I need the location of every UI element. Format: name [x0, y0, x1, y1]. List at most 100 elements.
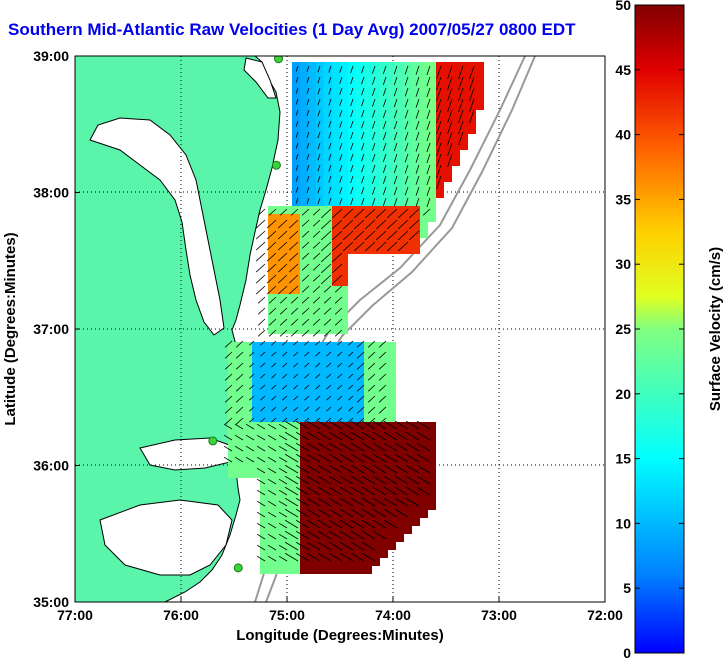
velocity-arrow: [426, 98, 431, 109]
velocity-cell: [228, 358, 236, 366]
velocity-arrow: [317, 142, 321, 150]
velocity-cell: [316, 294, 324, 302]
colorbar-tick-label: 0: [623, 645, 631, 659]
velocity-arrow: [260, 362, 266, 368]
velocity-cell: [332, 478, 340, 486]
velocity-cell: [420, 190, 428, 198]
velocity-arrow: [282, 362, 288, 368]
velocity-cell: [452, 150, 460, 158]
velocity-cell: [348, 158, 356, 166]
velocity-cell: [276, 374, 284, 382]
velocity-arrow: [350, 131, 354, 140]
velocity-cell: [332, 414, 340, 422]
velocity-arrow: [331, 230, 343, 241]
velocity-cell: [420, 494, 428, 502]
velocity-cell: [396, 206, 404, 214]
velocity-cell: [324, 558, 332, 566]
velocity-arrow: [323, 329, 332, 337]
velocity-cell: [228, 366, 236, 374]
velocity-arrow: [278, 511, 288, 518]
velocity-arrow: [361, 442, 376, 452]
velocity-cell: [364, 550, 372, 558]
velocity-cell: [292, 542, 300, 550]
velocity-arrow: [337, 373, 343, 379]
velocity-arrow: [393, 87, 398, 97]
velocity-arrow: [393, 98, 398, 108]
velocity-arrow: [405, 486, 420, 496]
velocity-cell: [452, 158, 460, 166]
velocity-cell: [308, 142, 316, 150]
velocity-cell: [244, 422, 252, 430]
velocity-cell: [292, 390, 300, 398]
velocity-cell: [332, 406, 340, 414]
velocity-cell: [388, 478, 396, 486]
velocity-cell: [324, 502, 332, 510]
velocity-cell: [300, 102, 308, 110]
velocity-cell: [300, 78, 308, 86]
velocity-cell: [340, 382, 348, 390]
velocity-arrow: [350, 153, 354, 162]
velocity-cell: [308, 342, 316, 350]
velocity-cell: [316, 390, 324, 398]
velocity-arrow: [404, 142, 409, 152]
velocity-cell: [292, 558, 300, 566]
velocity-arrow: [328, 497, 343, 507]
velocity-cell: [284, 406, 292, 414]
velocity-cell: [364, 118, 372, 126]
velocity-cell: [260, 478, 268, 486]
velocity-cell: [340, 278, 348, 286]
velocity-cell: [364, 166, 372, 174]
velocity-cell: [340, 566, 348, 574]
velocity-arrow: [224, 417, 233, 425]
velocity-arrow: [260, 351, 266, 357]
velocity-arrow: [288, 219, 299, 229]
velocity-arrow: [284, 486, 299, 496]
velocity-cell: [260, 494, 268, 502]
velocity-cell: [420, 462, 428, 470]
velocity-arrow: [256, 511, 266, 518]
velocity-arrow: [295, 475, 310, 485]
velocity-cell: [316, 166, 324, 174]
velocity-arrow: [361, 164, 365, 173]
velocity-arrow: [249, 417, 255, 423]
velocity-cell: [292, 326, 300, 334]
velocity-cell: [404, 454, 412, 462]
velocity-cell: [284, 390, 292, 398]
velocity-cell: [348, 246, 356, 254]
velocity-cell: [372, 134, 380, 142]
velocity-cell: [412, 174, 420, 182]
velocity-cell: [324, 278, 332, 286]
velocity-cell: [444, 174, 452, 182]
velocity-cell: [452, 142, 460, 150]
velocity-cell: [292, 102, 300, 110]
velocity-cell: [420, 446, 428, 454]
velocity-cell: [244, 374, 252, 382]
velocity-cell: [268, 206, 276, 214]
velocity-cell: [396, 62, 404, 70]
velocity-cell: [316, 494, 324, 502]
velocity-arrow: [339, 65, 343, 73]
velocity-arrow: [312, 230, 321, 238]
velocity-cell: [292, 462, 300, 470]
velocity-arrow: [268, 296, 277, 304]
velocity-cell: [324, 310, 332, 318]
velocity-cell: [324, 462, 332, 470]
velocity-cell: [260, 502, 268, 510]
velocity-arrow: [383, 519, 398, 529]
velocity-cell: [268, 366, 276, 374]
velocity-cell: [356, 430, 364, 438]
velocity-arrow: [383, 486, 398, 496]
velocity-arrow: [426, 120, 431, 131]
velocity-cell: [356, 70, 364, 78]
velocity-cell: [348, 518, 356, 526]
velocity-cell: [348, 230, 356, 238]
velocity-arrow: [312, 274, 321, 282]
velocity-cell: [356, 174, 364, 182]
velocity-cell: [276, 478, 284, 486]
velocity-arrow: [405, 497, 420, 507]
velocity-cell: [388, 222, 396, 230]
velocity-cell: [388, 398, 396, 406]
velocity-cell: [436, 182, 444, 190]
velocity-cell: [388, 238, 396, 246]
